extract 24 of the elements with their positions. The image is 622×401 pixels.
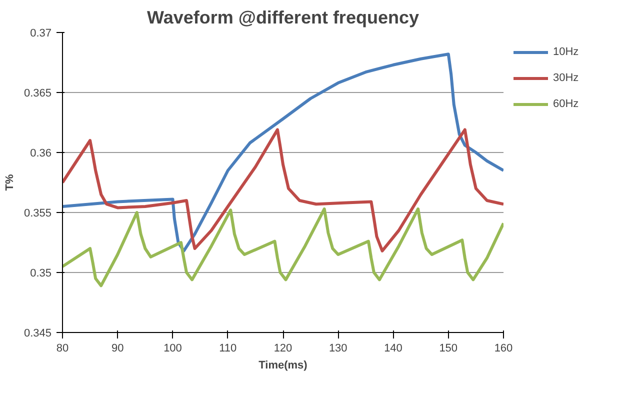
x-tick-label: 80 [56,342,69,354]
y-tick-label: 0.345 [24,328,52,340]
x-tick-label: 110 [219,342,237,354]
x-tick-label: 140 [384,342,402,354]
y-tick-label: 0.355 [24,208,52,220]
y-tick-label: 0.36 [30,148,52,160]
y-tick-label: 0.365 [24,88,52,100]
legend-label: 10Hz [553,46,579,58]
line-series [62,52,504,252]
line-series [62,128,504,252]
x-tick-label: 100 [164,342,182,354]
line-series [62,207,504,288]
y-tick-label: 0.35 [30,268,52,280]
x-tick-label: 150 [439,342,458,354]
x-tick-label: 160 [494,342,513,354]
chart-title: Waveform @different frequency [147,8,419,28]
x-tick-label: 90 [112,342,124,354]
legend-label: 30Hz [553,72,579,84]
x-tick-label: 130 [328,342,348,354]
x-axis-title: Time(ms) [258,360,308,372]
y-tick-label: 0.37 [30,28,52,40]
y-axis-title: T% [4,174,16,191]
x-tick-label: 120 [274,342,292,354]
legend-label: 60Hz [553,98,579,110]
